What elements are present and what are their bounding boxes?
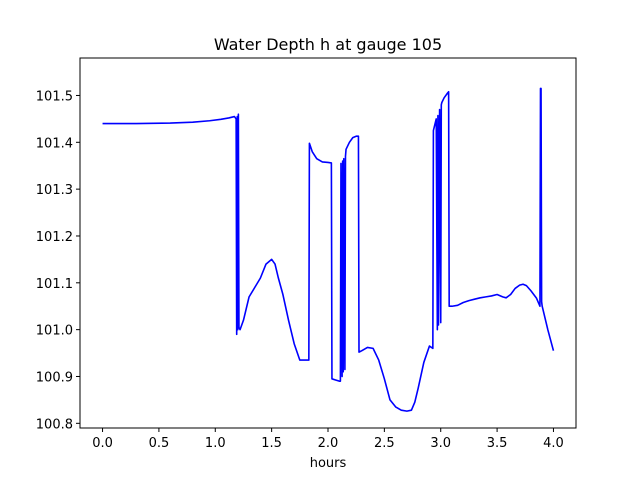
y-tick-label: 101.0 <box>36 324 73 339</box>
x-tick-label: 2.0 <box>318 436 339 451</box>
series-layer <box>102 87 555 412</box>
x-tick-label: 3.5 <box>487 436 508 451</box>
y-tick-label: 101.2 <box>36 230 73 245</box>
x-tick-label: 3.0 <box>430 436 451 451</box>
y-tick-label: 100.9 <box>36 370 73 385</box>
chart-title: Water Depth h at gauge 105 <box>214 35 442 54</box>
x-tick-label: 4.0 <box>543 436 564 451</box>
x-tick-label: 2.5 <box>374 436 395 451</box>
x-tick-label: 1.0 <box>205 436 226 451</box>
y-tick-label: 101.1 <box>36 277 73 292</box>
x-axis-label: hours <box>310 456 347 471</box>
x-tick-label: 1.5 <box>261 436 282 451</box>
y-tick-label: 101.3 <box>36 183 73 198</box>
y-tick-label: 101.5 <box>36 89 73 104</box>
y-tick-label: 101.4 <box>36 136 73 151</box>
y-tick-label: 100.8 <box>36 417 73 432</box>
x-axis: 0.0 0.5 1.0 1.5 2.0 2.5 3.0 3.5 4.0 <box>92 428 564 451</box>
y-axis: 100.8 100.9 101.0 101.1 101.2 101.3 101.4 101.5 <box>36 89 80 432</box>
series-line-0 <box>102 87 555 412</box>
x-tick-label: 0.0 <box>92 436 113 451</box>
x-tick-label: 0.5 <box>149 436 170 451</box>
